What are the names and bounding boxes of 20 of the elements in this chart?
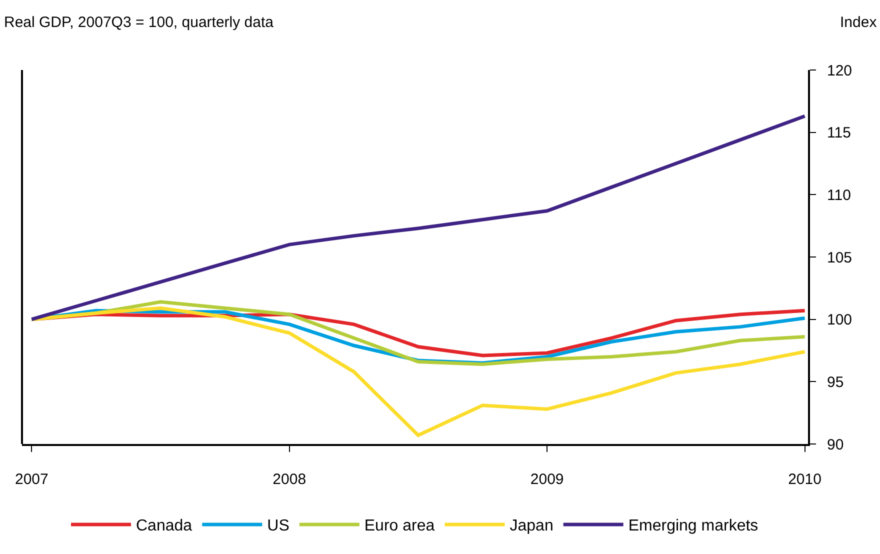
- legend-label: Canada: [136, 518, 192, 535]
- y-tick-label: 90: [827, 436, 844, 454]
- legend-label: Japan: [510, 518, 554, 535]
- chart-subtitle: Real GDP, 2007Q3 = 100, quarterly data: [4, 14, 274, 31]
- line-series: [30, 306, 807, 438]
- legend-label: Euro area: [364, 518, 435, 535]
- y-tick-label: 105: [827, 249, 852, 266]
- y-tick-label: 95: [827, 374, 844, 391]
- y-tick-label: 120: [827, 62, 852, 80]
- legend-label: US: [267, 518, 290, 535]
- y-axis-title: Index: [840, 14, 878, 31]
- x-tick-label: 2007: [14, 471, 48, 488]
- y-tick-label: 110: [827, 186, 851, 204]
- y-tick-label: 100: [827, 312, 852, 329]
- legend-label: Emerging markets: [628, 518, 758, 535]
- x-tick-label: 2009: [530, 471, 564, 488]
- x-tick-label: 2010: [788, 471, 822, 488]
- line-series: [30, 114, 807, 322]
- x-tick-label: 2008: [272, 471, 306, 488]
- y-tick-label: 115: [827, 124, 851, 142]
